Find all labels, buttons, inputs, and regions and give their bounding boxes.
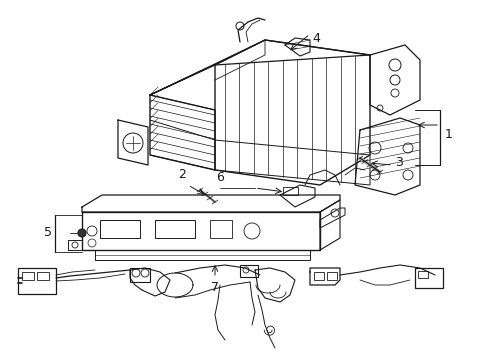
Bar: [22, 272, 34, 280]
Text: 2: 2: [178, 168, 186, 181]
Bar: [210, 220, 232, 238]
Bar: [314, 272, 324, 280]
Bar: [415, 268, 443, 288]
Bar: [100, 220, 140, 238]
Bar: [130, 268, 150, 282]
Bar: [37, 272, 49, 280]
Text: 5: 5: [44, 226, 52, 239]
Bar: [18, 268, 56, 294]
Bar: [283, 187, 298, 195]
Text: 1: 1: [445, 129, 453, 141]
Bar: [240, 265, 258, 277]
Text: 7: 7: [211, 281, 219, 294]
Bar: [327, 272, 337, 280]
Bar: [418, 271, 428, 278]
Text: 3: 3: [395, 157, 403, 170]
Circle shape: [78, 229, 86, 237]
Text: 6: 6: [216, 171, 224, 184]
Text: 4: 4: [312, 32, 320, 45]
Bar: [155, 220, 195, 238]
